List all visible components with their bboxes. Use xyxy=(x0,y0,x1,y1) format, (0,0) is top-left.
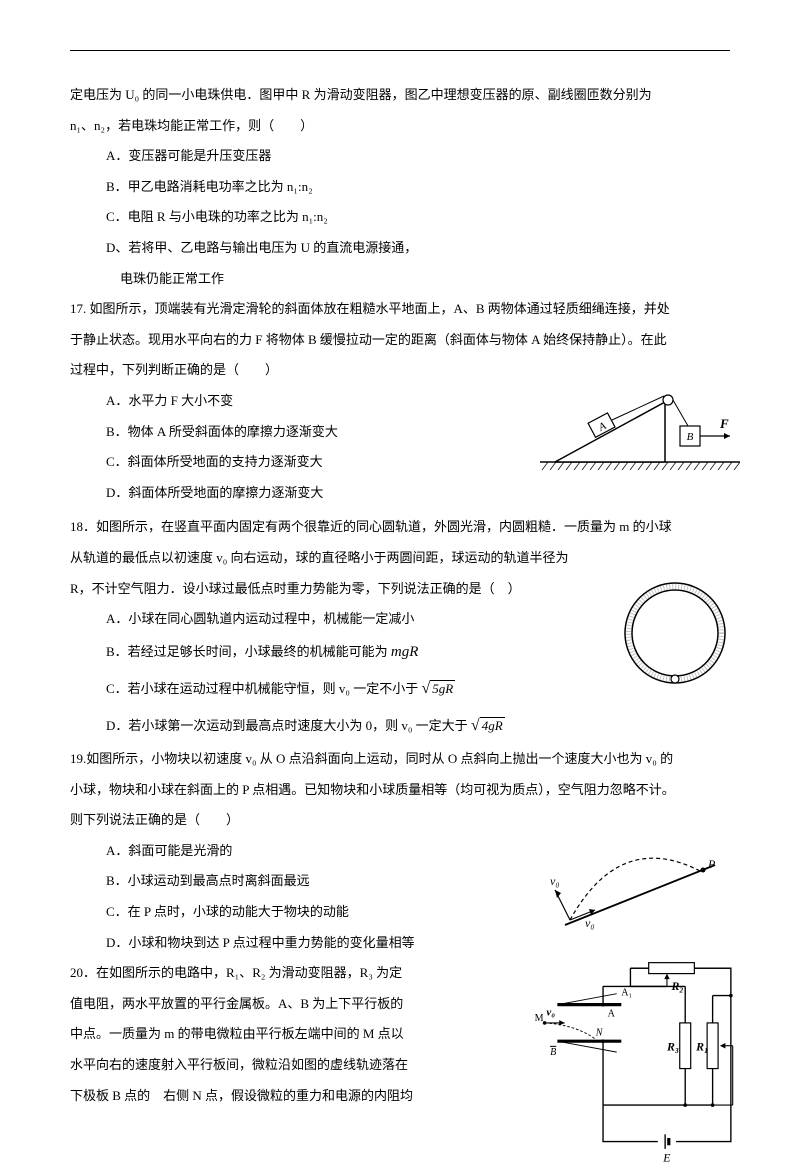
label-v0-circ: v₀ xyxy=(546,1007,555,1019)
q18-stem1: 18．如图所示，在竖直平面内固定有两个很靠近的同心圆轨道，外圆光滑，内圆粗糙．一… xyxy=(70,513,730,542)
question-17: 17. 如图所示，顶端装有光滑定滑轮的斜面体放在粗糙水平地面上，A、B 两物体通… xyxy=(70,295,730,507)
label-P: P xyxy=(707,857,716,871)
q16-line2: n₁、n₂，若电珠均能正常工作，则（ ） xyxy=(70,112,730,141)
q16-optD2: 电珠仍能正常工作 xyxy=(70,265,730,294)
q19-stem3: 则下列说法正确的是（ ） xyxy=(70,806,730,835)
label-E: E xyxy=(662,1151,671,1165)
q20-stem3: 中点。一质量为 m 的带电微粒由平行板左端中间的 M 点以 xyxy=(70,1020,460,1049)
q20-stem5: 下极板 B 点的 右侧 N 点，假设微粒的重力和电源的内阻均 xyxy=(70,1082,460,1111)
label-v0-2: v₀ xyxy=(585,916,595,930)
q16-optC: C．电阻 R 与小电珠的功率之比为 n₁:n₂ xyxy=(70,203,730,232)
question-18: 18．如图所示，在竖直平面内固定有两个很靠近的同心圆轨道，外圆光滑，内圆粗糙．一… xyxy=(70,513,730,743)
label-A1: A₁ xyxy=(621,988,632,999)
q17-stem2: 于静止状态。现用水平向右的力 F 将物体 B 缓慢拉动一定的距离（斜面体与物体 … xyxy=(70,326,730,355)
question-20: 20．在如图所示的电路中，R₁、R₂ 为滑动变阻器，R₃ 为定 值电阻，两水平放… xyxy=(70,959,730,1110)
q20-stem2: 值电阻，两水平放置的平行金属板。A、B 为上下平行板的 xyxy=(70,990,460,1019)
label-F: F xyxy=(719,416,729,431)
label-N: N xyxy=(595,1028,604,1039)
q16-optA: A．变压器可能是升压变压器 xyxy=(70,142,730,171)
label-v0-1: v₀ xyxy=(550,874,560,888)
label-Bbar: B xyxy=(550,1047,556,1058)
question-16-continued: 定电压为 U₀ 的同一小电珠供电．图甲中 R 为滑动变阻器，图乙中理想变压器的原… xyxy=(70,81,730,293)
q17-stem1: 17. 如图所示，顶端装有光滑定滑轮的斜面体放在粗糙水平地面上，A、B 两物体通… xyxy=(70,295,730,324)
q20-stem4: 水平向右的速度射入平行板间，微粒沿如图的虚线轨迹落在 xyxy=(70,1051,460,1080)
q19-stem1: 19.如图所示，小物块以初速度 v₀ 从 O 点沿斜面向上运动，同时从 O 点斜… xyxy=(70,745,730,774)
label-B: B xyxy=(687,431,694,443)
figure-19-projectile-incline: v₀ v₀ P xyxy=(550,835,720,935)
label-R1: R₁ xyxy=(695,1040,708,1054)
sqrt-4gR: √4gR xyxy=(471,708,505,743)
q18-optD: D．若小球第一次运动到最高点时速度大小为 0，则 v₀ 一定大于 √4gR xyxy=(70,708,730,743)
figure-20-circuit: E R₂ A₁ A M v₀ N B xyxy=(530,959,740,1169)
q16-optB: B．甲乙电路消耗电功率之比为 n₁:n₂ xyxy=(70,173,730,202)
label-A-plate: A xyxy=(608,1009,616,1020)
figure-17-incline-pulley: A B F xyxy=(540,390,740,480)
q18-stem2: 从轨道的最低点以初速度 v₀ 向右运动，球的直径略小于两圆间距，球运动的轨道半径… xyxy=(70,544,730,573)
q19-stem2: 小球，物块和小球在斜面上的 P 点相遇。已知物块和小球质量相等（均可视为质点），… xyxy=(70,776,730,805)
figure-18-concentric-circles xyxy=(620,578,730,688)
q20-stem1: 20．在如图所示的电路中，R₁、R₂ 为滑动变阻器，R₃ 为定 xyxy=(70,959,460,988)
question-19: 19.如图所示，小物块以初速度 v₀ 从 O 点沿斜面向上运动，同时从 O 点斜… xyxy=(70,745,730,957)
q17-optD: D．斜面体所受地面的摩擦力逐渐变大 xyxy=(70,479,730,508)
q17-stem3: 过程中，下列判断正确的是（ ） xyxy=(70,356,730,385)
q16-line1: 定电压为 U₀ 的同一小电珠供电．图甲中 R 为滑动变阻器，图乙中理想变压器的原… xyxy=(70,81,730,110)
label-R3: R₃ xyxy=(666,1040,679,1054)
sqrt-5gR: √5gR xyxy=(421,671,455,706)
q16-optD: D、若将甲、乙电路与输出电压为 U 的直流电源接通， xyxy=(70,234,730,263)
label-M: M xyxy=(535,1013,544,1024)
